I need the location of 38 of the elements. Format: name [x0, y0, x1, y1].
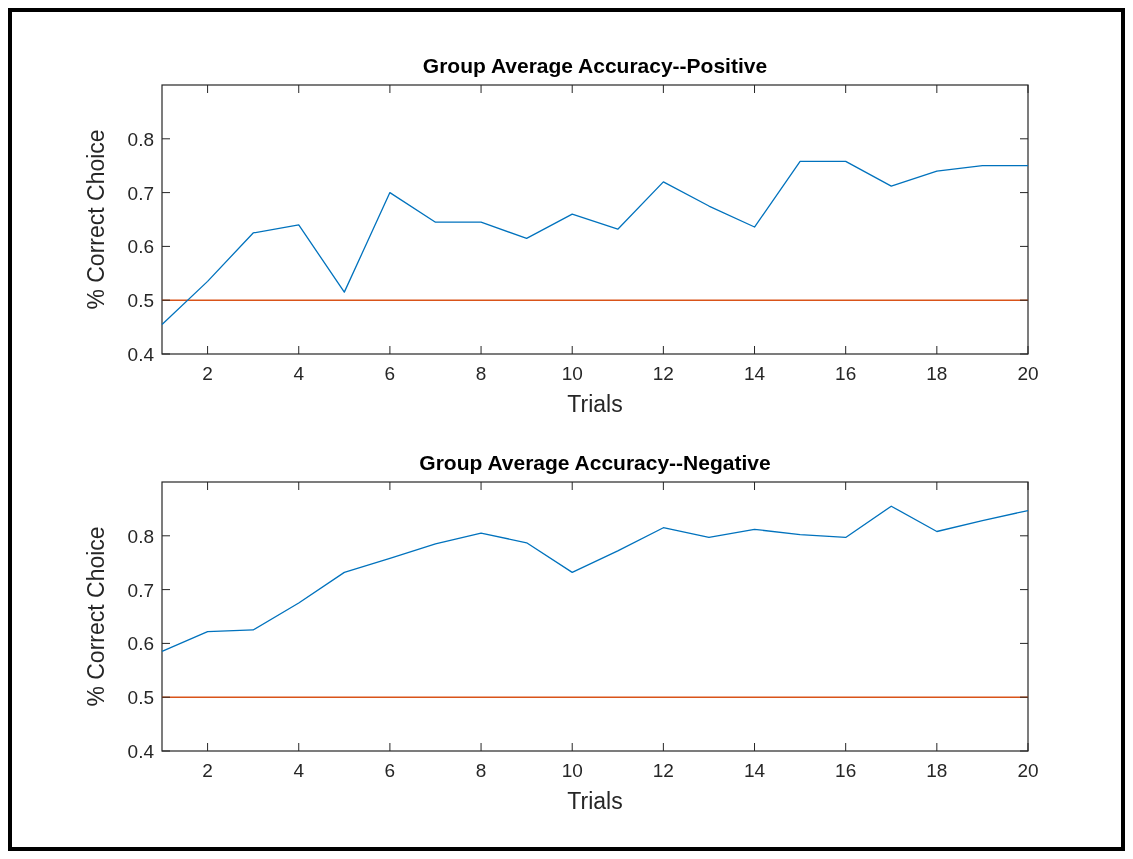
y-tick-label: 0.8: [127, 525, 154, 547]
y-axis-title: % Correct Choice: [83, 129, 109, 310]
x-tick-label: 10: [561, 760, 583, 781]
x-tick-label: 2: [202, 760, 213, 781]
y-tick-label: 0.8: [127, 128, 154, 150]
x-tick-label: 6: [384, 760, 396, 781]
line-series: [161, 505, 1029, 653]
x-tick-label: 20: [1017, 760, 1039, 781]
y-tick-label: 0.5: [127, 290, 154, 312]
y-axis-title: % Correct Choice: [83, 526, 109, 707]
x-tick-label: 4: [293, 363, 305, 384]
x-tick-label: 8: [475, 760, 487, 781]
x-tick-label: 18: [926, 760, 948, 781]
y-tick-label: 0.7: [127, 182, 154, 204]
x-tick-label: 12: [652, 363, 674, 384]
x-axis-title: Trials: [567, 391, 623, 417]
y-tick-label: 0.4: [127, 741, 155, 762]
x-tick-label: 16: [835, 760, 857, 781]
y-tick-label: 0.4: [127, 344, 155, 365]
y-tick-label: 0.5: [127, 687, 154, 709]
x-tick-label: 14: [743, 363, 766, 384]
x-tick-label: 8: [475, 363, 487, 384]
x-tick-label: 2: [202, 363, 213, 384]
x-tick-label: 18: [926, 363, 948, 384]
y-tick-label: 0.7: [127, 579, 154, 601]
x-axis-title: Trials: [567, 788, 623, 814]
chart-title: Group Average Accuracy--Positive: [422, 54, 768, 77]
x-tick-label: 4: [293, 760, 305, 781]
y-tick-label: 0.6: [127, 633, 154, 655]
x-tick-label: 14: [743, 760, 766, 781]
chart-title: Group Average Accuracy--Negative: [419, 451, 771, 474]
y-tick-label: 0.6: [127, 236, 154, 258]
x-tick-label: 6: [384, 363, 396, 384]
line-series: [161, 160, 1029, 326]
x-tick-label: 16: [835, 363, 857, 384]
x-tick-label: 10: [561, 363, 583, 384]
x-tick-label: 20: [1017, 363, 1039, 384]
x-tick-label: 12: [652, 760, 674, 781]
